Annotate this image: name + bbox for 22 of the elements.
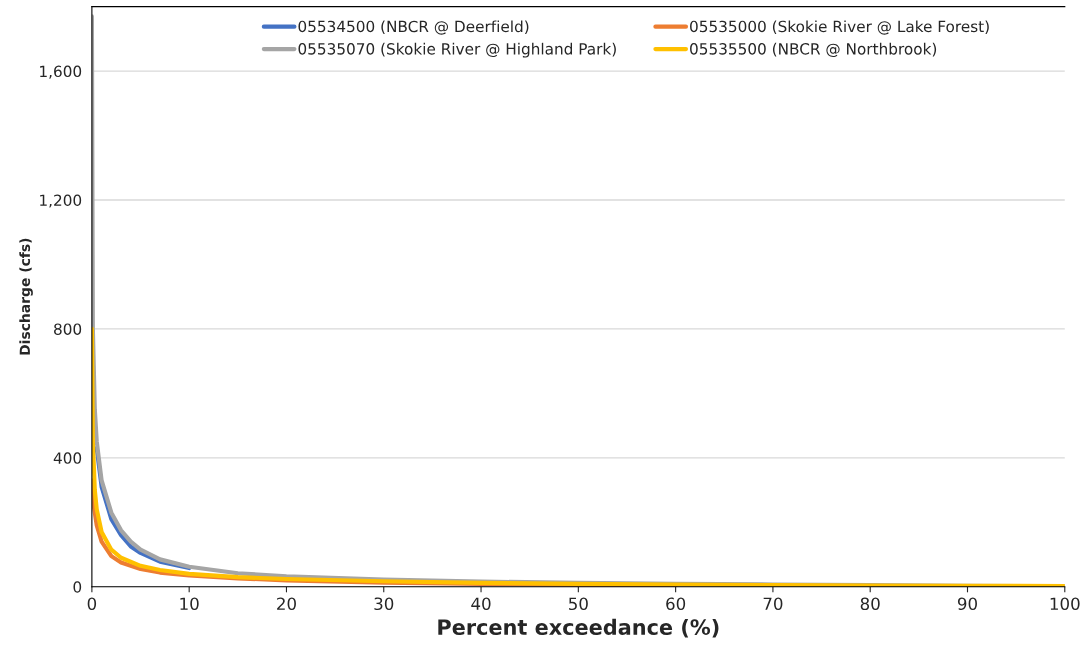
x-tick-label: 10 xyxy=(180,597,199,611)
legend-label: 05535000 (Skokie River @ Lake Forest) xyxy=(690,20,989,35)
x-tick-label: 70 xyxy=(763,597,783,611)
legend-label: 05534500 (NBCR @ Deerfield) xyxy=(298,20,529,35)
x-tick-label: 30 xyxy=(374,597,394,611)
x-tick-label: 60 xyxy=(666,597,686,611)
x-tick-label: 90 xyxy=(957,597,977,611)
x-tick-label: 80 xyxy=(860,597,880,611)
y-tick-label: 0 xyxy=(73,581,82,593)
y-tick-label: 400 xyxy=(53,452,82,464)
x-tick-label: 0 xyxy=(87,597,97,611)
x-axis-title: Percent exceedance (%) xyxy=(438,618,719,638)
x-tick-label: 40 xyxy=(471,597,491,611)
legend-label: 05535500 (NBCR @ Northbrook) xyxy=(690,42,937,58)
x-tick-label: 20 xyxy=(277,597,296,611)
y-tick-label: 1,200 xyxy=(40,194,82,208)
legend-label: 05535070 (Skokie River @ Highland Park) xyxy=(298,42,616,58)
x-tick-label: 100 xyxy=(1050,597,1080,611)
y-axis-title: Discharge (cfs) xyxy=(19,238,33,355)
y-tick-label: 1,600 xyxy=(40,65,82,79)
x-tick-label: 50 xyxy=(569,597,588,611)
y-tick-label: 800 xyxy=(54,323,82,335)
